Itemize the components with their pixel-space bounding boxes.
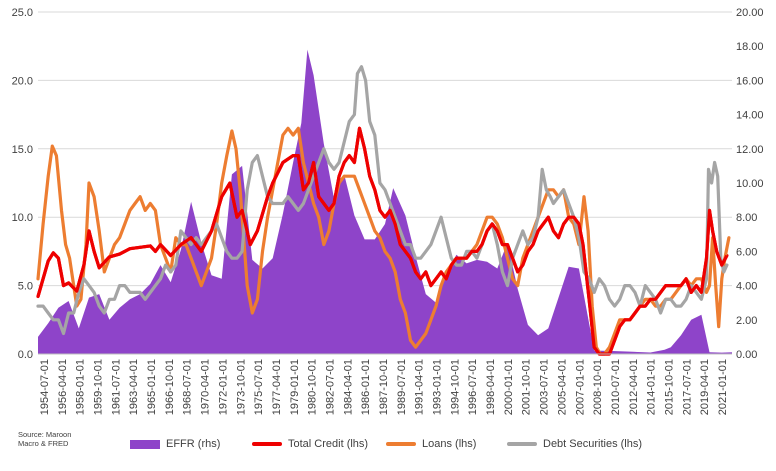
legend-item-effr: EFFR (rhs) [130,436,220,452]
x-tick-label: 1961-07-01 [110,359,122,415]
right-tick-label: 12.00 [736,144,764,156]
x-tick-label: 2012-04-01 [628,359,640,415]
right-tick-label: 20.00 [736,7,764,19]
legend-swatch-debt-securities [507,442,537,446]
x-tick-label: 1970-04-01 [200,359,212,415]
x-tick-label: 2000-01-01 [503,359,515,415]
x-tick-label: 1977-04-01 [271,359,283,415]
x-tick-label: 2007-01-01 [574,359,586,415]
x-tick-label: 1986-01-01 [360,359,372,415]
x-tick-label: 1975-07-01 [253,359,265,415]
x-tick-label: 2015-10-01 [664,359,676,415]
x-tick-label: 1979-01-01 [289,359,301,415]
legend-swatch-loans [386,442,416,446]
left-tick-label: 0.0 [18,349,33,361]
x-tick-label: 2008-10-01 [592,359,604,415]
x-tick-label: 2019-04-01 [699,359,711,415]
right-tick-label: 18.00 [736,41,764,53]
x-tick-label: 1963-04-01 [128,359,140,415]
legend-label-effr: EFFR (rhs) [166,438,221,450]
x-tick-label: 1993-01-01 [432,359,444,415]
x-tick-label: 1987-10-01 [378,359,390,415]
legend-swatch-effr [130,439,160,449]
right-tick-label: 0.00 [736,349,757,361]
x-tick-label: 1980-10-01 [307,359,319,415]
x-tick-label: 2003-07-01 [539,359,551,415]
left-tick-label: 20.0 [12,75,33,87]
x-tick-label: 2021-01-01 [717,359,729,415]
x-tick-label: 2017-07-01 [681,359,693,415]
x-tick-label: 1982-07-01 [325,359,337,415]
x-tick-label: 1984-04-01 [342,359,354,415]
x-tick-label: 1966-10-01 [164,359,176,415]
legend-label-loans: Loans (lhs) [422,438,477,450]
x-tick-label: 2005-04-01 [556,359,568,415]
left-tick-label: 5.0 [18,281,33,293]
x-tick-label: 1956-04-01 [57,359,69,415]
x-tick-label: 1989-07-01 [396,359,408,415]
legend: EFFR (rhs) Total Credit (lhs) Loans (lhs… [0,436,776,452]
x-tick-label: 1972-01-01 [217,359,229,415]
series-line-loans [36,126,731,356]
right-tick-label: 6.00 [736,246,757,258]
x-tick-label: 1991-04-01 [414,359,426,415]
left-tick-label: 25.0 [12,7,33,19]
right-tick-label: 2.00 [736,315,757,327]
legend-label-debt-securities: Debt Securities (lhs) [543,438,643,450]
x-tick-label: 1996-07-01 [467,359,479,415]
legend-item-debt-securities: Debt Securities (lhs) [507,436,642,452]
right-tick-label: 16.00 [736,75,764,87]
x-tick-label: 1959-10-01 [93,359,105,415]
legend-item-total-credit: Total Credit (lhs) [252,436,368,452]
legend-item-loans: Loans (lhs) [386,436,476,452]
x-tick-label: 2001-10-01 [521,359,533,415]
x-tick-label: 1998-04-01 [485,359,497,415]
legend-swatch-total-credit [252,442,282,446]
series-area-effr [38,49,732,354]
series-line-debt-securities [36,65,729,336]
x-tick-label: 2014-01-01 [646,359,658,415]
x-tick-label: 1973-10-01 [235,359,247,415]
legend-label-total-credit: Total Credit (lhs) [288,438,369,450]
right-tick-label: 10.00 [736,178,764,190]
left-tick-label: 10.0 [12,212,33,224]
x-tick-label: 1954-07-01 [39,359,51,415]
series-line-total-credit-overlay [36,126,729,356]
x-tick-label: 2010-07-01 [610,359,622,415]
x-tick-label: 1994-10-01 [449,359,461,415]
right-tick-label: 14.00 [736,110,764,122]
source-note: Source: Maroon Macro & FRED [18,430,72,448]
right-tick-label: 8.00 [736,212,757,224]
left-tick-label: 15.0 [12,144,33,156]
x-tick-label: 1965-01-01 [146,359,158,415]
x-tick-label: 1958-01-01 [75,359,87,415]
right-tick-label: 4.00 [736,281,757,293]
x-tick-label: 1968-07-01 [182,359,194,415]
